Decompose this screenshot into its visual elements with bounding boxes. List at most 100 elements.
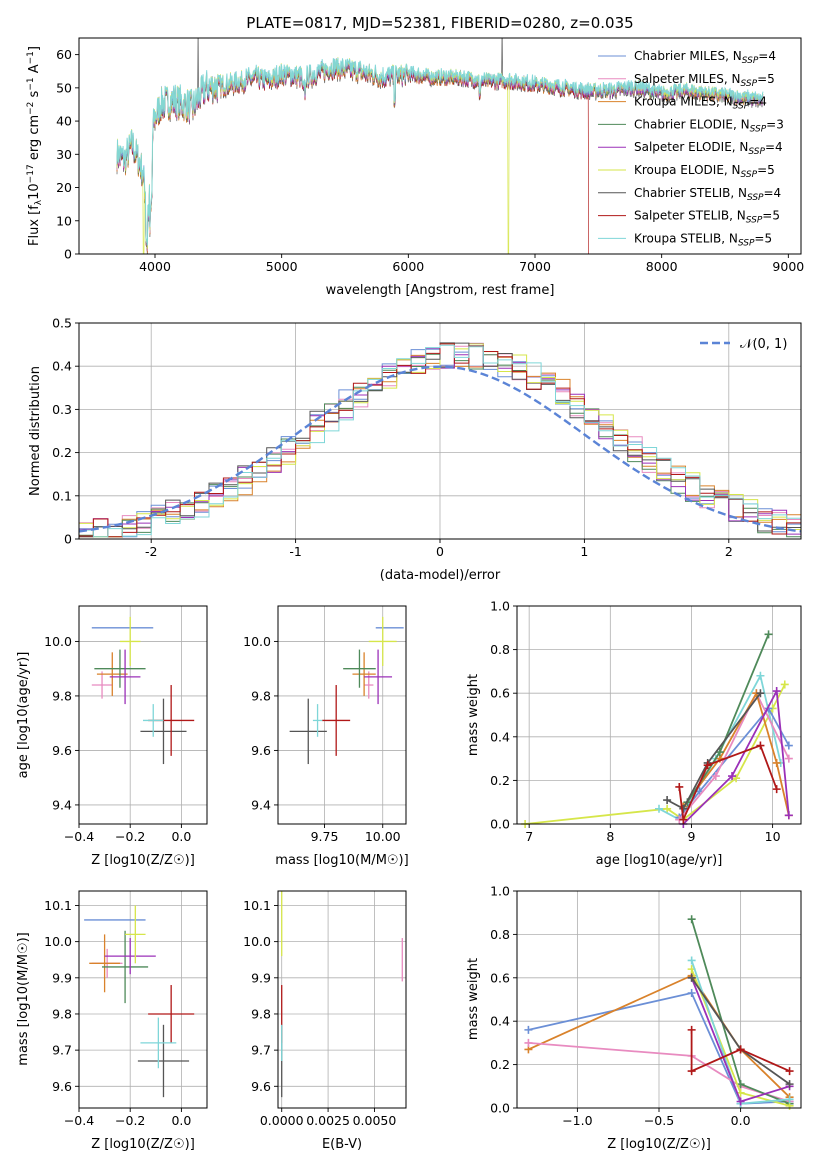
mass-vs-ebv-panel: 0.0000 0.0025 0.0050 9.6 9.7 9.8 9.9 10.0 10.1 E(… [243, 890, 407, 1152]
y-tick-label: 9.8 [251, 1006, 271, 1021]
axes-frame [78, 890, 208, 1109]
legend-label-normal: 𝒩(0, 1) [740, 337, 787, 352]
y-tick-label: 9.6 [251, 743, 271, 758]
normal-curve [79, 365, 801, 533]
x-axis-label: Z [log10(Z/Z☉)] [91, 853, 195, 868]
series-line-salpeter_elodie [682, 687, 790, 825]
marker-chabrier_elodie [764, 630, 773, 639]
legend-text: Chabrier STELIB, N [634, 186, 747, 200]
series-line-chabrier_miles [528, 991, 790, 1105]
marker-chabrier_elodie [687, 915, 696, 924]
y-axis-label: mass weight [466, 958, 481, 1040]
legend-text: =5 [757, 163, 775, 177]
y-tick-label: 9.6 [52, 743, 72, 758]
marker-kroupa_elodie [732, 774, 741, 783]
x-tick-label: 4000 [139, 259, 171, 274]
series-line-salpeter_miles [678, 691, 790, 821]
y-tick-label: 10 [56, 213, 72, 228]
series-line-salpeter_stelib [690, 1029, 790, 1073]
errorbars [289, 616, 404, 765]
legend-text: Kroupa MILES, N [634, 95, 733, 109]
marker-salpeter_stelib [675, 782, 684, 791]
marker-chabrier_miles [784, 741, 793, 750]
y-tick-label: 9.7 [251, 1043, 271, 1058]
y-axis-label: mass weight [466, 674, 481, 756]
series-line-chabrier_stelib [666, 692, 762, 810]
x-tick-label: 10.00 [365, 829, 401, 844]
y-axis-label-part: s [27, 90, 42, 101]
legend-text: Salpeter STELIB, N [634, 209, 746, 223]
legend-subscript: SSP [748, 147, 765, 157]
y-tick-label: 9.9 [251, 970, 271, 985]
x-tick-label: 6000 [392, 259, 424, 274]
weight-vs-age-panel: 7 8 9 10 0.0 0.2 0.4 0.6 0.8 1.0 age [log10(age/yr… [466, 599, 802, 868]
marker-chabrier_miles [524, 1025, 533, 1034]
y-tick-label: 0 [64, 532, 72, 547]
y-axis-label-part: −2 [26, 102, 36, 115]
y-tick-label: 0.0 [490, 817, 510, 832]
y-axis-label-part: −17 [26, 164, 36, 183]
age-vs-mass-panel: 9.75 10.00 9.4 9.6 9.8 10.0 mass [log10(M/M☉)] [243, 605, 409, 868]
spectrum-lines [116, 38, 764, 254]
axes-frame [78, 37, 802, 255]
y-axis-label: age [log10(age/yr)] [16, 652, 31, 779]
legend-label-chabrier_stelib: Chabrier STELIB, NSSP=4 [634, 186, 781, 203]
legend-text: =5 [762, 209, 780, 223]
errorbars [84, 905, 195, 1098]
y-tick-label: 0.8 [490, 642, 510, 657]
legend-text: =3 [766, 117, 784, 131]
y-tick-label: 0.1 [52, 488, 72, 503]
y-tick-label: 0.4 [490, 729, 510, 744]
y-tick-label: 10.1 [243, 898, 271, 913]
y-tick-label: 10.0 [44, 634, 72, 649]
x-tick-label: 5000 [266, 259, 298, 274]
marker-chabrier_stelib [785, 1080, 794, 1089]
marker-kroupa_stelib [785, 1095, 794, 1104]
x-tick-label: 2 [725, 544, 733, 559]
legend-text: Salpeter MILES, N [634, 72, 741, 86]
legend-text: =4 [765, 140, 783, 154]
legend-label-chabrier_miles: Chabrier MILES, NSSP=4 [634, 49, 776, 66]
errorbars [91, 616, 195, 765]
legend-text: Salpeter ELODIE, N [634, 140, 748, 154]
marker-salpeter_elodie [736, 1097, 745, 1106]
legend-text: Chabrier MILES, N [634, 49, 742, 63]
y-tick-label: 0.4 [490, 1014, 510, 1029]
x-tick-label: 8000 [646, 259, 678, 274]
y-axis-label-part: −1 [26, 77, 36, 90]
legend-label-kroupa_elodie: Kroupa ELODIE, NSSP=5 [634, 163, 775, 180]
marker-salpeter_stelib [736, 1045, 745, 1054]
marker-kroupa_elodie [663, 804, 672, 813]
y-tick-label: 0.6 [490, 970, 510, 985]
spectrum-panel: PLATE=0817, MJD=52381, FIBERID=0280, z=0… [26, 14, 804, 298]
legend-label-chabrier_elodie: Chabrier ELODIE, NSSP=3 [634, 117, 784, 134]
legend-subscript: SSP [742, 56, 759, 66]
age-vs-Z-panel: −0.4 −0.2 0.0 9.4 9.6 9.8 10.0 Z [log10(Z/Z☉)] a… [16, 605, 208, 868]
marker-chabrier_stelib [679, 804, 688, 813]
legend-label-salpeter_elodie: Salpeter ELODIE, NSSP=4 [634, 140, 783, 157]
y-tick-label: 9.4 [52, 797, 72, 812]
y-axis-label: Flux [fλ​10−17​ erg cm−2​ s−1​ A−1​] [26, 46, 44, 246]
x-tick-label: 9 [687, 829, 695, 844]
y-tick-label: 10.0 [44, 934, 72, 949]
series-line-kroupa_elodie [525, 684, 786, 825]
x-tick-label: 0.0050 [353, 1113, 397, 1128]
y-tick-label: 60 [56, 47, 72, 62]
legend-label-salpeter_miles: Salpeter MILES, NSSP=5 [634, 72, 775, 89]
y-tick-label: 1.0 [490, 884, 510, 899]
y-tick-label: 9.8 [52, 688, 72, 703]
y-tick-label: 10.0 [243, 934, 271, 949]
histograms [79, 342, 801, 538]
legend-subscript: SSP [733, 102, 750, 112]
legend-text: Kroupa ELODIE, N [634, 163, 741, 177]
marker-salpeter_stelib [703, 761, 712, 770]
y-axis-label: Normed distribution [28, 366, 43, 496]
legend-subscript: SSP [746, 216, 763, 226]
y-tick-label: 0.8 [490, 927, 510, 942]
x-tick-label: 1 [580, 544, 588, 559]
legend-label-salpeter_stelib: Salpeter STELIB, NSSP=5 [634, 209, 780, 226]
y-tick-label: 9.4 [251, 797, 271, 812]
y-axis-label-part: Flux [f [27, 205, 42, 246]
x-tick-label: 9000 [772, 259, 804, 274]
y-tick-label: 20 [56, 180, 72, 195]
